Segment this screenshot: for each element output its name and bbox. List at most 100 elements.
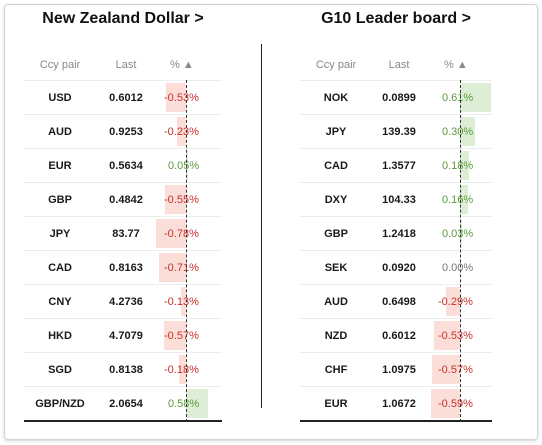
pct-change-bar xyxy=(165,83,186,112)
ccy-pair-cell: GBP xyxy=(324,227,348,240)
ccy-pair-cell: EUR xyxy=(48,159,72,172)
pct-change-bar xyxy=(430,389,460,418)
last-price-cell: 0.8138 xyxy=(109,363,143,376)
pct-change-cell: 0.30% xyxy=(426,115,492,148)
pct-change-cell: 0.03% xyxy=(426,217,492,250)
header-last[interactable]: Last xyxy=(115,58,137,71)
ccy-pair-cell: JPY xyxy=(49,227,71,240)
table-row[interactable]: CHF 1.0975 -0.57% xyxy=(300,353,492,387)
table-row[interactable]: SGD 0.8138 -0.18% xyxy=(24,353,222,387)
ccy-pair-cell: SEK xyxy=(324,261,348,274)
pct-change-value: -0.23% xyxy=(164,125,199,138)
pct-change-cell: 0.18% xyxy=(426,149,492,182)
last-price-cell: 0.8163 xyxy=(109,261,143,274)
table-row[interactable]: CAD 0.8163 -0.71% xyxy=(24,251,222,285)
last-price-cell: 83.77 xyxy=(112,227,140,240)
pct-change-cell: -0.57% xyxy=(156,319,222,352)
table-row[interactable]: AUD 0.9253 -0.23% xyxy=(24,115,222,149)
pct-change-value: -0.59% xyxy=(438,397,473,410)
table-row[interactable]: EUR 0.5634 0.05% xyxy=(24,149,222,183)
table-row[interactable]: GBP/NZD 2.0654 0.58% xyxy=(24,387,222,422)
pct-change-value: -0.18% xyxy=(164,363,199,376)
g10-table: Ccy pair Last % ▲ NOK 0.0899 0.61% JPY 139.3… xyxy=(300,49,492,422)
table-row[interactable]: EUR 1.0672 -0.59% xyxy=(300,387,492,422)
g10-table-header: Ccy pair Last % ▲ xyxy=(300,49,492,81)
last-price-cell: 1.2418 xyxy=(382,227,416,240)
header-ccy-pair[interactable]: Ccy pair xyxy=(39,58,81,71)
pct-change-bar xyxy=(460,117,475,146)
last-price-cell: 0.6012 xyxy=(109,91,143,104)
pct-change-value: 0.03% xyxy=(442,227,474,240)
pct-change-cell: -0.13% xyxy=(156,285,222,318)
last-price-cell: 2.0654 xyxy=(109,397,143,410)
table-row[interactable]: CNY 4.2736 -0.13% xyxy=(24,285,222,319)
last-price-cell: 0.0920 xyxy=(382,261,416,274)
last-price-cell: 139.39 xyxy=(382,125,416,138)
ccy-pair-cell: DXY xyxy=(324,193,348,206)
pct-change-bar xyxy=(159,253,186,282)
pct-change-value: 0.05% xyxy=(168,159,200,172)
header-ccy-pair[interactable]: Ccy pair xyxy=(315,58,357,71)
table-row[interactable]: HKD 4.7079 -0.57% xyxy=(24,319,222,353)
table-row[interactable]: SEK 0.0920 0.00% xyxy=(300,251,492,285)
header-last[interactable]: Last xyxy=(388,58,410,71)
g10-panel-title-link[interactable]: G10 Leader board > xyxy=(321,10,471,27)
table-row[interactable]: JPY 83.77 -0.78% xyxy=(24,217,222,251)
pct-change-value: 0.58% xyxy=(168,397,200,410)
pct-change-cell: -0.23% xyxy=(156,115,222,148)
pct-change-cell: -0.53% xyxy=(156,81,222,114)
ccy-pair-cell: CHF xyxy=(324,363,348,376)
g10-table-rows: NOK 0.0899 0.61% JPY 139.39 0.30% CAD 1.3577 0.1… xyxy=(300,81,492,422)
nzd-table: Ccy pair Last % ▲ USD 0.6012 -0.53% AUD 0.92… xyxy=(24,49,222,422)
pct-change-bar xyxy=(445,287,460,316)
pct-change-bar xyxy=(460,185,468,214)
last-price-cell: 0.0899 xyxy=(382,91,416,104)
ccy-pair-cell: CNY xyxy=(48,295,72,308)
pct-change-value: -0.53% xyxy=(164,91,199,104)
pct-change-value: 0.16% xyxy=(442,193,474,206)
last-price-cell: 4.7079 xyxy=(109,329,143,342)
ccy-pair-cell: CAD xyxy=(324,159,348,172)
pct-change-cell: 0.16% xyxy=(426,183,492,216)
last-price-cell: 0.6498 xyxy=(382,295,416,308)
pct-change-cell: -0.71% xyxy=(156,251,222,284)
pct-change-value: 0.18% xyxy=(442,159,474,172)
header-pct-label: % ▲ xyxy=(170,58,194,71)
nzd-panel: New Zealand Dollar > Ccy pair Last % ▲ U… xyxy=(24,8,222,422)
pct-change-cell: -0.18% xyxy=(156,353,222,386)
pct-change-bar xyxy=(181,287,186,316)
table-row[interactable]: NOK 0.0899 0.61% xyxy=(300,81,492,115)
ccy-pair-cell: NZD xyxy=(324,329,348,342)
pct-change-value: 0.00% xyxy=(442,261,474,274)
pct-change-bar xyxy=(156,219,186,248)
header-pct-change[interactable]: % ▲ xyxy=(426,49,492,80)
table-row[interactable]: CAD 1.3577 0.18% xyxy=(300,149,492,183)
table-row[interactable]: AUD 0.6498 -0.29% xyxy=(300,285,492,319)
table-row[interactable]: JPY 139.39 0.30% xyxy=(300,115,492,149)
header-pct-change[interactable]: % ▲ xyxy=(156,49,222,80)
table-row[interactable]: USD 0.6012 -0.53% xyxy=(24,81,222,115)
last-price-cell: 0.5634 xyxy=(109,159,143,172)
nzd-panel-title-link[interactable]: New Zealand Dollar > xyxy=(42,10,204,27)
pct-change-bar xyxy=(186,389,209,418)
pct-change-value: -0.29% xyxy=(438,295,473,308)
last-price-cell: 0.9253 xyxy=(109,125,143,138)
ccy-pair-cell: AUD xyxy=(324,295,348,308)
nzd-table-rows: USD 0.6012 -0.53% AUD 0.9253 -0.23% EUR 0.5634 0… xyxy=(24,81,222,422)
header-pct-label: % ▲ xyxy=(444,58,468,71)
pct-change-value: -0.57% xyxy=(164,329,199,342)
pct-change-bar xyxy=(433,321,460,350)
g10-panel: G10 Leader board > Ccy pair Last % ▲ NOK… xyxy=(300,8,492,422)
pct-change-bar xyxy=(179,355,186,384)
table-row[interactable]: GBP 1.2418 0.03% xyxy=(300,217,492,251)
table-row[interactable]: GBP 0.4842 -0.55% xyxy=(24,183,222,217)
table-row[interactable]: DXY 104.33 0.16% xyxy=(300,183,492,217)
ccy-pair-cell: AUD xyxy=(48,125,72,138)
ccy-pair-cell: SGD xyxy=(48,363,72,376)
last-price-cell: 104.33 xyxy=(382,193,416,206)
pct-change-cell: -0.59% xyxy=(426,387,492,420)
ccy-pair-cell: EUR xyxy=(324,397,348,410)
ccy-pair-cell: NOK xyxy=(323,91,349,104)
pct-change-bar xyxy=(460,151,469,180)
table-row[interactable]: NZD 0.6012 -0.53% xyxy=(300,319,492,353)
